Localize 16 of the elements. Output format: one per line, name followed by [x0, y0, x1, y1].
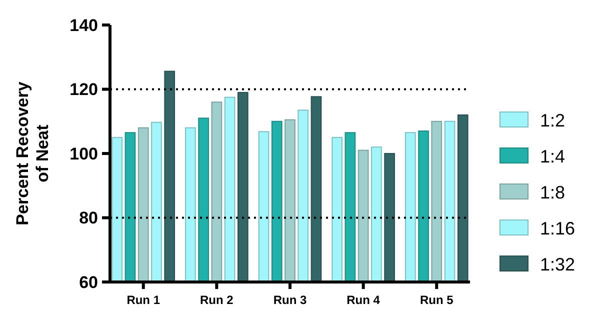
y-tick-label: 60 [79, 272, 98, 292]
legend-label: 1:8 [540, 182, 566, 202]
y-tick-label: 80 [79, 208, 98, 228]
y-tick-label: 120 [70, 80, 98, 100]
legend-label: 1:16 [540, 218, 576, 238]
y-axis-title: Percent Recovery of Neat [12, 81, 52, 226]
y-tick-label: 140 [70, 16, 98, 35]
legend-label: 1:32 [540, 254, 576, 274]
y-tick-label: 100 [70, 144, 98, 164]
legend-label: 1:2 [540, 110, 566, 130]
x-tick-label: Run 5 [420, 293, 454, 307]
x-tick-label: Run 2 [200, 293, 234, 307]
x-tick-label: Run 3 [273, 293, 307, 307]
legend-label: 1:4 [540, 146, 566, 166]
x-tick-label: Run 4 [346, 293, 380, 307]
x-tick-label: Run 1 [126, 293, 160, 307]
